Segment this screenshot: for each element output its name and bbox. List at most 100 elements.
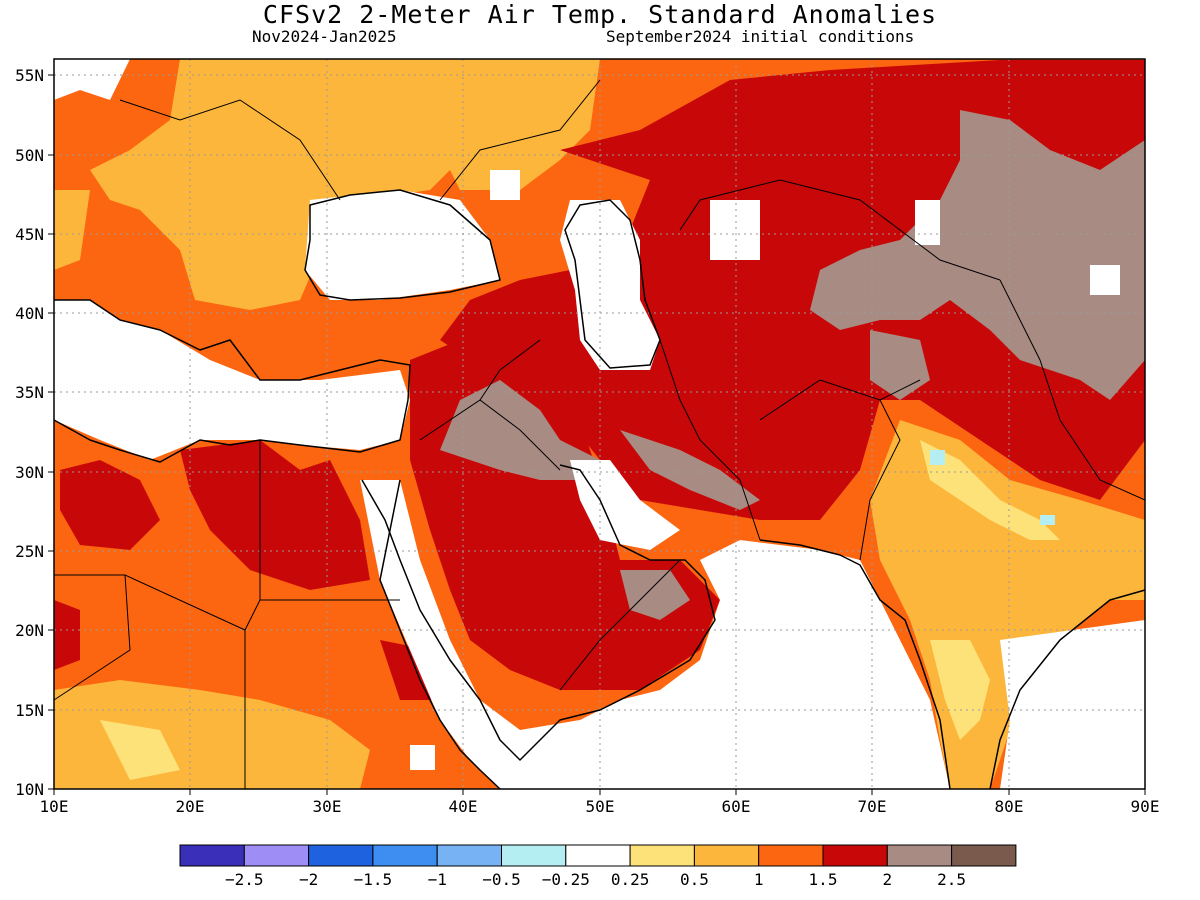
lat-tick-labels: 10N 15N 20N 25N 30N 35N 40N 45N 50N 55N	[15, 66, 44, 799]
legend-swatch	[822, 844, 888, 867]
masked-persian-gulf	[570, 460, 680, 550]
legend-swatch	[565, 844, 631, 867]
legend-swatch	[501, 844, 567, 867]
lat-tick-50n: 50N	[15, 146, 44, 165]
legend-label: −0.5	[482, 870, 521, 889]
masked-red-sea-arabian-sea	[360, 480, 950, 789]
masked-lake-balkhash	[915, 200, 940, 245]
country-borders	[53, 79, 1146, 789]
lat-tick-15n: 15N	[15, 701, 44, 720]
initial-conditions: September2024 initial conditions	[606, 27, 915, 46]
legend-label: −0.25	[542, 870, 590, 889]
border-kazakh-south	[679, 179, 1001, 281]
legend-labels: −2.5 −2 −1.5 −1 −0.5 −0.25 0.25 0.5 1 1.5 2 2.5	[225, 870, 966, 889]
lat-tick-10n: 10N	[15, 780, 44, 799]
anomaly-region-north-india-yellow	[920, 440, 1060, 540]
red-sea-west-coast	[379, 479, 501, 790]
border-egypt-libya	[244, 440, 261, 789]
legend-swatch	[308, 844, 374, 867]
masked-baltic-sea	[54, 59, 130, 100]
lat-tick-25n: 25N	[15, 542, 44, 561]
legend-label: −1	[428, 870, 447, 889]
masked-aral-sea	[710, 200, 760, 260]
map-title: CFSv2 2-Meter Air Temp. Standard Anomali…	[262, 0, 938, 29]
mediterranean-coast	[53, 299, 411, 463]
masked-patch-china	[1090, 265, 1120, 295]
india-west-coast	[759, 539, 951, 790]
anomaly-region-france	[54, 190, 90, 270]
masked-patch-ethiopia	[410, 745, 435, 770]
border-iraq-syria	[479, 339, 541, 401]
anomaly-region-libya	[60, 460, 160, 550]
legend-swatch	[243, 844, 310, 867]
lon-tick-80e: 80E	[995, 797, 1024, 816]
masked-mediterranean	[54, 300, 410, 460]
border-china-west	[999, 279, 1146, 501]
legend-label: 2	[882, 870, 892, 889]
anomaly-region-russia-west	[440, 59, 600, 190]
anomaly-field	[54, 59, 1145, 789]
border-yemen-saudi	[559, 559, 681, 691]
legend-swatch	[372, 844, 438, 867]
anomaly-region-cool-spot-2	[1040, 515, 1055, 525]
axis-ticks	[48, 74, 1146, 795]
anomaly-region-south-india-yellow	[930, 640, 990, 740]
anomaly-region-egypt	[180, 440, 370, 590]
legend-label: 1	[754, 870, 764, 889]
forecast-period: Nov2024-Jan2025	[252, 27, 397, 46]
border-central-europe	[119, 99, 341, 201]
border-iraq-saudi	[419, 399, 561, 471]
lat-tick-45n: 45N	[15, 225, 44, 244]
lat-tick-20n: 20N	[15, 621, 44, 640]
lon-tick-10e: 10E	[40, 797, 69, 816]
anomaly-region-chad-yellow	[100, 720, 180, 780]
legend-swatch	[436, 844, 503, 867]
lon-tick-labels: 10E 20E 30E 40E 50E 60E 70E 80E 90E	[40, 797, 1160, 816]
coastlines	[53, 189, 1146, 790]
lon-tick-30e: 30E	[313, 797, 342, 816]
anomaly-region-iran-brown	[620, 430, 760, 510]
arabia-coast	[361, 464, 716, 761]
legend-label: 2.5	[937, 870, 966, 889]
border-russia-ukraine	[439, 79, 601, 201]
lat-tick-40n: 40N	[15, 304, 44, 323]
anomaly-region-europe	[90, 59, 480, 310]
legend-label: 0.5	[680, 870, 709, 889]
legend-label: −1.5	[354, 870, 393, 889]
lat-tick-55n: 55N	[15, 66, 44, 85]
masked-black-sea	[305, 190, 500, 300]
legend-swatch	[951, 844, 1017, 867]
anomaly-region-india	[870, 420, 1145, 789]
border-afghan-pak	[759, 379, 921, 421]
anomaly-region-cool-spot	[930, 450, 945, 465]
masked-bay-of-bengal	[1000, 620, 1145, 789]
legend-swatch	[179, 844, 245, 867]
legend-colorbar	[179, 844, 1017, 867]
legend-swatch	[886, 844, 953, 867]
lon-tick-50e: 50E	[586, 797, 615, 816]
anomaly-region-sahel-west	[54, 600, 80, 670]
masked-patch-ukraine	[490, 170, 520, 200]
legend-label: −2	[299, 870, 318, 889]
lon-tick-60e: 60E	[722, 797, 751, 816]
anomaly-region-kazakhstan-brown	[810, 110, 1145, 400]
lat-tick-30n: 30N	[15, 463, 44, 482]
india-east-coast	[989, 589, 1146, 790]
lon-tick-20e: 20E	[176, 797, 205, 816]
border-algeria	[53, 574, 131, 701]
legend-label: −2.5	[225, 870, 264, 889]
anomaly-region-oman-brown	[620, 570, 690, 620]
lat-tick-35n: 35N	[15, 383, 44, 402]
legend-swatch	[629, 844, 695, 867]
border-libya-south	[124, 574, 246, 631]
lon-tick-40e: 40E	[449, 797, 478, 816]
caspian-coast	[564, 199, 661, 369]
legend-label: 1.5	[809, 870, 838, 889]
legend-swatch	[693, 844, 760, 867]
lon-tick-90e: 90E	[1131, 797, 1160, 816]
border-pak-india	[859, 399, 901, 561]
legend-swatch	[758, 844, 824, 867]
legend-label: 0.25	[611, 870, 650, 889]
black-sea-coast	[304, 189, 501, 301]
